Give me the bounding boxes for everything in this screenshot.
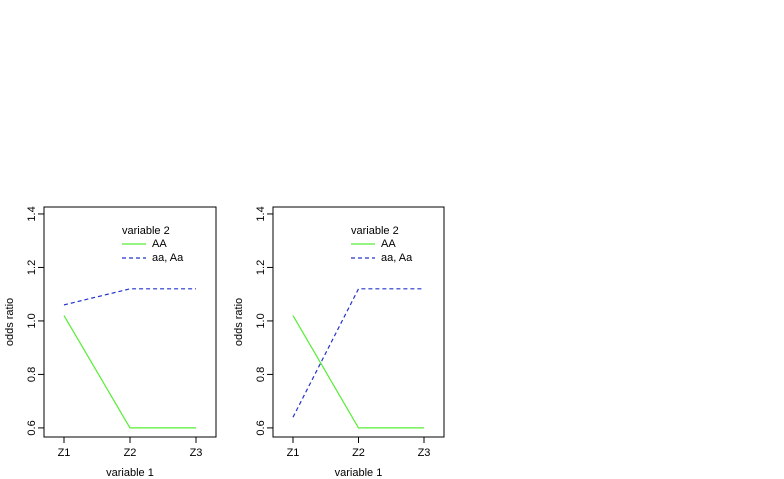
series-line [292,288,424,418]
legend-label: AA [152,238,167,250]
plot-frame [272,206,445,438]
x-tick-label: Z1 [58,447,71,459]
series-line [63,288,196,306]
x-tick-label: Z2 [352,447,365,459]
legend-label: aa, Aa [381,252,413,264]
legend-title: variable 2 [122,225,170,237]
y-tick-label: 0.6 [26,420,38,435]
y-tick-label: 1.4 [26,206,38,221]
x-tick-label: Z2 [124,447,137,459]
legend-title: variable 2 [351,225,399,237]
x-tick-label: Z1 [287,447,300,459]
x-tick-label: Z3 [418,447,431,459]
y-tick-label: 1.2 [255,260,267,275]
y-tick-label: 1.0 [255,313,267,328]
x-axis-title: variable 1 [335,467,383,479]
y-tick-label: 1.4 [255,206,267,221]
y-tick-label: 0.8 [26,367,38,382]
y-tick-label: 0.6 [255,420,267,435]
plot-frame [43,206,217,438]
x-axis-title: variable 1 [106,467,154,479]
y-tick-label: 1.0 [26,313,38,328]
legend-label: AA [381,238,396,250]
y-axis-title: odds ratio [4,298,16,346]
legend-label: aa, Aa [152,252,184,264]
series-line [292,315,424,429]
x-tick-label: Z3 [190,447,203,459]
y-tick-label: 1.2 [26,260,38,275]
series-line [63,315,196,429]
y-axis-title: odds ratio [233,298,245,346]
y-tick-label: 0.8 [255,367,267,382]
